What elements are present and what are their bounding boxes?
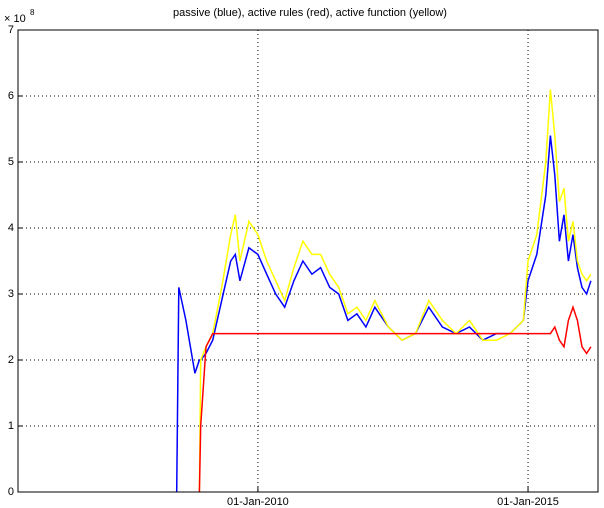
y-tick-label: 4 <box>8 222 14 234</box>
y-tick-label: 7 <box>8 24 14 36</box>
y-tick-label: 3 <box>8 288 14 300</box>
y-tick-label: 0 <box>8 486 14 498</box>
y-tick-label: 1 <box>8 420 14 432</box>
series-line <box>198 304 592 493</box>
series-line <box>175 135 592 493</box>
y-tick-label: 5 <box>8 156 14 168</box>
x-tick-label: 01-Jan-2010 <box>227 496 289 508</box>
x-tick-label: 01-Jan-2015 <box>497 496 559 508</box>
chart-title: passive (blue), active rules (red), acti… <box>173 7 447 19</box>
axes-box <box>17 29 599 493</box>
y-tick-label: 6 <box>8 90 14 102</box>
y-multiplier-exponent: 8 <box>30 8 35 17</box>
y-multiplier: × 10 <box>4 13 26 25</box>
series-line <box>198 89 592 493</box>
y-tick-label: 2 <box>8 354 14 366</box>
